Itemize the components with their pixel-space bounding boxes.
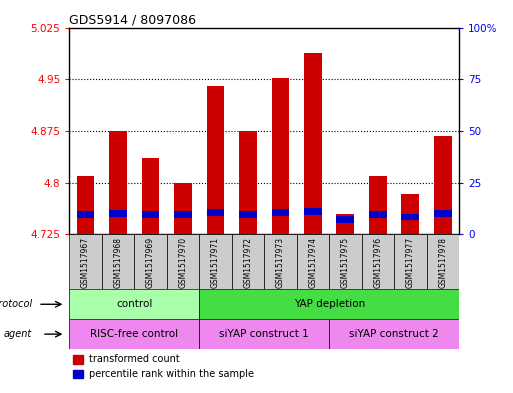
Bar <box>239 211 257 218</box>
Text: GSM1517978: GSM1517978 <box>439 237 447 288</box>
Bar <box>207 86 224 234</box>
Text: GSM1517973: GSM1517973 <box>276 237 285 288</box>
Bar <box>329 319 459 349</box>
Bar <box>329 234 362 289</box>
Bar <box>102 234 134 289</box>
Bar <box>239 131 257 234</box>
Bar <box>264 234 297 289</box>
Bar <box>337 213 354 234</box>
Text: GSM1517975: GSM1517975 <box>341 237 350 288</box>
Bar <box>427 234 459 289</box>
Bar <box>402 194 419 234</box>
Bar <box>174 211 192 219</box>
Bar <box>109 131 127 234</box>
Text: percentile rank within the sample: percentile rank within the sample <box>89 369 254 379</box>
Text: agent: agent <box>4 329 32 339</box>
Text: RISC-free control: RISC-free control <box>90 329 179 339</box>
Bar <box>369 176 387 234</box>
Bar <box>199 319 329 349</box>
Text: GSM1517968: GSM1517968 <box>113 237 123 288</box>
Bar <box>109 210 127 217</box>
Bar <box>369 211 387 219</box>
Bar <box>402 213 419 220</box>
Bar <box>73 370 83 378</box>
Bar <box>167 234 199 289</box>
Text: GSM1517967: GSM1517967 <box>81 237 90 288</box>
Bar <box>69 289 199 319</box>
Bar <box>304 208 322 215</box>
Bar <box>394 234 427 289</box>
Bar <box>232 234 264 289</box>
Bar <box>362 234 394 289</box>
Text: GSM1517970: GSM1517970 <box>179 237 187 288</box>
Text: GSM1517974: GSM1517974 <box>308 237 318 288</box>
Text: GDS5914 / 8097086: GDS5914 / 8097086 <box>69 13 196 26</box>
Bar <box>73 356 83 364</box>
Bar <box>199 234 232 289</box>
Bar <box>174 182 192 234</box>
Bar <box>271 209 289 216</box>
Text: siYAP construct 2: siYAP construct 2 <box>349 329 439 339</box>
Bar <box>69 319 199 349</box>
Text: GSM1517972: GSM1517972 <box>244 237 252 288</box>
Text: YAP depletion: YAP depletion <box>293 299 365 309</box>
Bar <box>207 209 224 216</box>
Text: protocol: protocol <box>0 299 32 309</box>
Text: control: control <box>116 299 152 309</box>
Bar <box>199 289 459 319</box>
Bar <box>337 216 354 223</box>
Bar <box>134 234 167 289</box>
Text: transformed count: transformed count <box>89 354 180 364</box>
Text: siYAP construct 1: siYAP construct 1 <box>220 329 309 339</box>
Text: GSM1517969: GSM1517969 <box>146 237 155 288</box>
Bar <box>434 136 452 234</box>
Bar <box>69 234 102 289</box>
Bar <box>76 211 94 219</box>
Bar <box>271 79 289 234</box>
Bar <box>142 211 160 219</box>
Bar <box>142 158 160 234</box>
Text: GSM1517976: GSM1517976 <box>373 237 382 288</box>
Bar <box>304 53 322 234</box>
Text: GSM1517971: GSM1517971 <box>211 237 220 288</box>
Bar <box>297 234 329 289</box>
Bar <box>76 176 94 234</box>
Bar <box>434 210 452 217</box>
Text: GSM1517977: GSM1517977 <box>406 237 415 288</box>
